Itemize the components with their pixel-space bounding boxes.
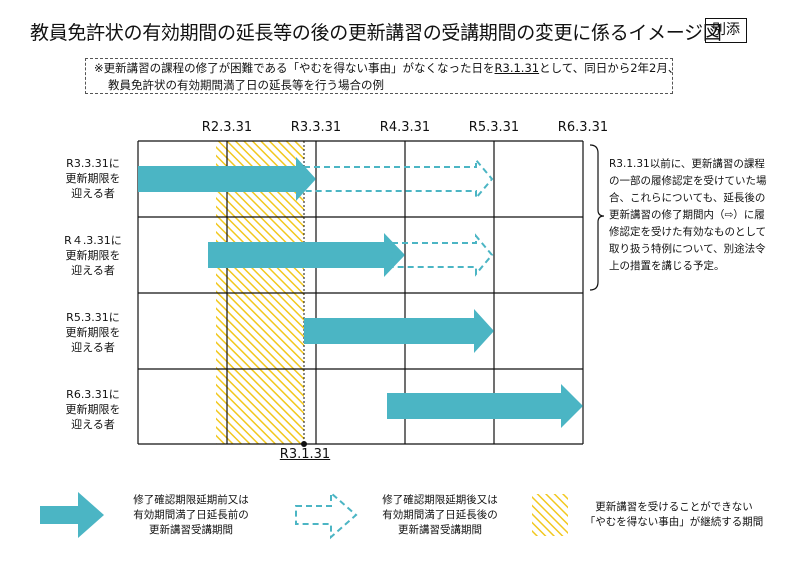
legend-dashed-arrow-icon (295, 490, 358, 540)
legend-hatch-icon (532, 494, 568, 536)
note-text: 教員免許状の有効期間満了日の延長等を行う場合の例 (108, 78, 384, 92)
page-title: 教員免許状の有効期間の延長等の後の更新講習の受講期間の変更に係るイメージ図 (30, 22, 722, 44)
column-label: R5.3.31 (468, 120, 520, 135)
solid-arrow (387, 384, 583, 428)
reference-point (301, 441, 307, 447)
note-text: ※更新講習の課程の修了が困難である「やむを得ない事由」がなくなった日を (94, 61, 495, 75)
attachment-badge: 別添 (705, 18, 747, 43)
row-label: R5.3.31に 更新期限を 迎える者 (65, 311, 121, 354)
row-label: R6.3.31に 更新期限を 迎える者 (65, 388, 121, 431)
column-label: R3.3.31 (290, 120, 342, 135)
grid (137, 140, 584, 445)
legend-item-dashed: 修了確認期限延期後又は 有効期間満了日延長後の 更新講習受講期間 (382, 494, 498, 536)
legend-item-hatch: 更新講習を受けることができない 「やむを得ない事由」が継続する期間 (584, 501, 764, 528)
legend-item-solid: 修了確認期限延期前又は 有効期間満了日延長前の 更新講習受講期間 (133, 494, 249, 536)
note-date: R3.1.31 (494, 61, 540, 75)
column-label: R6.3.31 (557, 120, 609, 135)
legend-solid-arrow-icon (40, 492, 104, 538)
column-label: R4.3.31 (379, 120, 431, 135)
dashed-arrow (391, 233, 494, 277)
solid-arrow (138, 157, 316, 201)
row-label: R４.3.31に 更新期限を 迎える者 (64, 234, 122, 277)
side-note: R3.1.31以前に、更新講習の課程の一部の履修認定を受けていた場合、これらにつ… (609, 158, 767, 272)
row-label: R3.3.31に 更新期限を 迎える者 (65, 157, 121, 200)
example-note: ※更新講習の課程の修了が困難である「やむを得ない事由」がなくなった日をR3.1.… (85, 58, 679, 94)
solid-arrow (208, 233, 405, 277)
reference-date-label: R3.1.31 (279, 447, 331, 462)
column-label: R2.3.31 (201, 120, 253, 135)
solid-arrow (304, 309, 494, 353)
note-text: として、同日から2年2月、 (539, 61, 680, 75)
dashed-arrow (303, 157, 494, 201)
right-brace (589, 144, 605, 291)
